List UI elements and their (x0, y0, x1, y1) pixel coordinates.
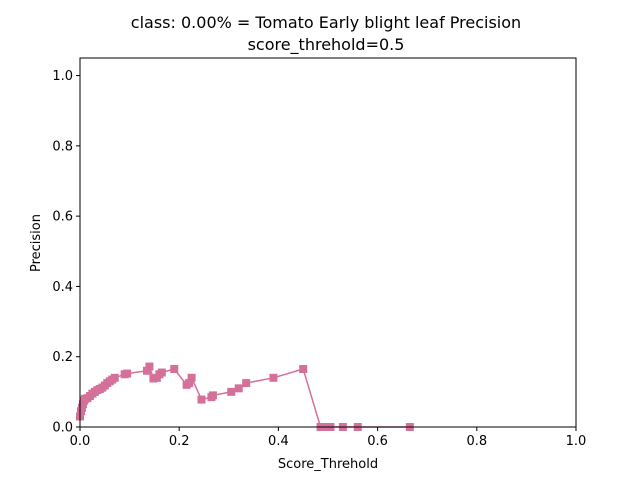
y-tick-label: 0.4 (52, 280, 73, 295)
data-point-marker (234, 384, 243, 393)
x-tick-label: 0.0 (70, 434, 91, 449)
data-point-marker (242, 379, 251, 388)
x-tick-label: 1.0 (566, 434, 587, 449)
chart-title-line1: class: 0.00% = Tomato Early blight leaf … (131, 13, 521, 32)
y-tick-label: 0.8 (52, 139, 73, 154)
data-point-marker (187, 373, 196, 382)
data-point-marker (208, 391, 217, 400)
data-point-marker (269, 373, 278, 382)
x-axis-ticks: 0.0 0.2 0.4 0.6 0.8 1.0 (70, 427, 587, 449)
data-point-marker (145, 362, 154, 371)
y-tick-label: 0.2 (52, 350, 73, 365)
y-axis-ticks: 0.0 0.2 0.4 0.6 0.8 1.0 (52, 69, 80, 436)
plot-frame (79, 57, 577, 428)
series-layer (76, 362, 414, 431)
x-tick-label: 0.6 (367, 434, 388, 449)
y-tick-label: 1.0 (52, 69, 73, 84)
x-tick-label: 0.4 (268, 434, 289, 449)
data-point-marker (227, 387, 236, 396)
chart-title-line2: score_threhold=0.5 (248, 35, 405, 55)
data-point-marker (110, 373, 119, 382)
x-tick-label: 0.2 (169, 434, 190, 449)
data-point-marker (123, 369, 132, 378)
y-tick-label: 0.0 (52, 421, 73, 436)
x-axis-label: Score_Threhold (278, 457, 378, 472)
data-point-marker (157, 368, 166, 377)
x-tick-label: 0.8 (466, 434, 487, 449)
y-tick-label: 0.6 (52, 210, 73, 225)
data-point-marker (170, 365, 179, 374)
y-axis-label: Precision (29, 214, 44, 272)
data-point-marker (197, 395, 206, 404)
plot-area (80, 58, 576, 427)
data-point-marker (299, 365, 308, 374)
